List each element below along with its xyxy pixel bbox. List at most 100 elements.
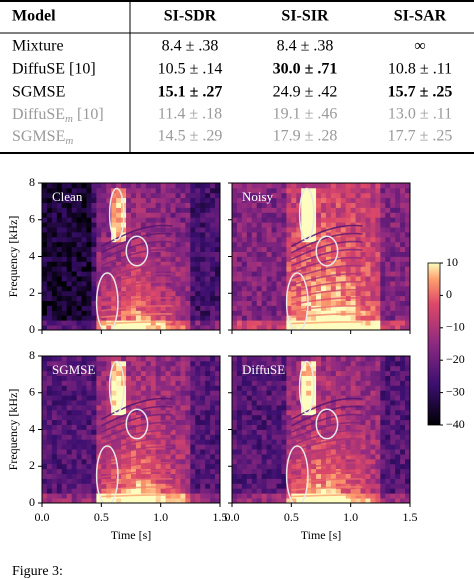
table-cell: 17.9 ± .28 (273, 128, 338, 145)
spectrogram-cell (215, 488, 220, 494)
spectrogram-cell (385, 409, 391, 416)
spectrogram-cell (86, 305, 92, 311)
spectrogram-cell (306, 325, 312, 330)
spectrogram-cell (210, 400, 216, 406)
spectrogram-cell (81, 390, 87, 396)
spectrogram-cell (385, 419, 391, 425)
spectrogram-cell (296, 405, 302, 411)
spectrogram-cell (266, 385, 272, 391)
spectrogram-cell (256, 449, 263, 455)
spectrogram-cell (66, 424, 73, 430)
spectrogram-cell (61, 444, 68, 450)
spectrogram-cell (81, 498, 87, 503)
spectrogram-cell (66, 183, 73, 189)
spectrogram-cell (96, 261, 102, 267)
spectrogram-cell (246, 310, 253, 316)
spectrogram-cell (321, 498, 327, 503)
spectrogram-cell (311, 192, 317, 199)
spectrogram-cell (111, 232, 117, 238)
spectrogram-cell (81, 380, 87, 386)
spectrogram-cell (291, 419, 297, 425)
spectrogram-cell (395, 207, 401, 213)
spectrogram-cell (256, 429, 263, 435)
spectrogram-cell (210, 192, 216, 199)
spectrogram-cell (375, 217, 381, 223)
spectrogram-cell (61, 281, 68, 287)
spectrogram-cell (86, 192, 92, 199)
harmonic (101, 429, 173, 446)
spectrogram-cell (390, 493, 396, 499)
spectrogram-cell (266, 375, 272, 381)
spectrogram-cell (266, 276, 272, 282)
spectrogram-cell (380, 468, 386, 474)
harmonic (101, 454, 173, 466)
spectrogram-cell (241, 305, 248, 311)
spectrogram-cell (145, 458, 152, 465)
spectrogram-cell (241, 310, 248, 316)
spectrogram-cell (286, 183, 292, 189)
spectrogram-cell (66, 356, 73, 362)
spectrogram-cell (340, 266, 347, 272)
spectrogram-cell (200, 290, 206, 297)
spectrogram-cell (81, 400, 87, 406)
spectrogram-cell (335, 222, 342, 228)
spectrogram-cell (350, 202, 357, 208)
spectrogram-cell (111, 498, 117, 503)
spectrogram-cell (340, 395, 347, 401)
spectrogram-cell (380, 290, 386, 297)
spectrogram-cell (66, 236, 73, 243)
spectrogram-cell (185, 285, 191, 292)
spectrogram-cell (96, 300, 102, 306)
spectrogram-cell (150, 360, 157, 367)
spectrogram-cell (76, 473, 82, 479)
spectrogram-cell (380, 429, 386, 435)
spectrogram-cell (395, 202, 401, 208)
spectrogram-cell (46, 454, 53, 460)
spectrogram-cell (261, 478, 268, 484)
spectrogram-cell (246, 419, 253, 425)
spectrogram-cell (345, 315, 352, 321)
spectrogram-cell (116, 385, 122, 391)
spectrogram-cell (86, 261, 92, 267)
spectrogram-cell (345, 310, 352, 316)
spectrogram-cell (340, 281, 347, 287)
spectrogram-cell (81, 414, 87, 421)
spectrogram-cell (180, 251, 186, 257)
spectrogram-cell (350, 241, 357, 248)
spectrogram-cell (232, 365, 238, 372)
spectrogram-cell (385, 310, 391, 316)
spectrogram-cell (42, 300, 48, 306)
x-axis-label: Time [s] (301, 528, 342, 542)
spectrogram-cell (345, 281, 352, 287)
spectrogram-cell (286, 207, 292, 213)
spectrogram-cell (66, 365, 73, 372)
spectrogram-cell (205, 468, 211, 474)
spectrogram-cell (71, 483, 78, 489)
spectrogram-cell (86, 419, 92, 425)
spectrogram-cell (261, 325, 268, 330)
spectrogram-cell (61, 488, 68, 494)
spectrogram-cell (91, 365, 97, 372)
spectrogram-cell (335, 478, 342, 484)
spectrogram-cell (400, 271, 406, 277)
spectrogram-cell (400, 187, 406, 194)
spectrogram-cell (205, 285, 211, 292)
spectrogram-cell (375, 320, 381, 326)
spectrogram-cell (335, 434, 342, 440)
spectrogram-cell (101, 409, 107, 416)
spectrogram-cell (266, 246, 272, 252)
spectrogram-cell (76, 227, 82, 233)
spectrogram-cell (380, 444, 386, 450)
spectrogram-cell (395, 271, 401, 277)
spectrogram-cell (261, 285, 268, 292)
spectrogram-cell (66, 444, 73, 450)
spectrogram-cell (71, 390, 78, 396)
spectrogram-cell (205, 444, 211, 450)
spectrogram-cell (111, 305, 117, 311)
spectrogram-cell (236, 285, 243, 292)
spectrogram-cell (345, 256, 352, 262)
spectrogram-cell (190, 227, 196, 233)
spectrogram-cell (51, 266, 58, 272)
spectrogram-cell (200, 483, 206, 489)
spectrogram-cell (140, 434, 147, 440)
